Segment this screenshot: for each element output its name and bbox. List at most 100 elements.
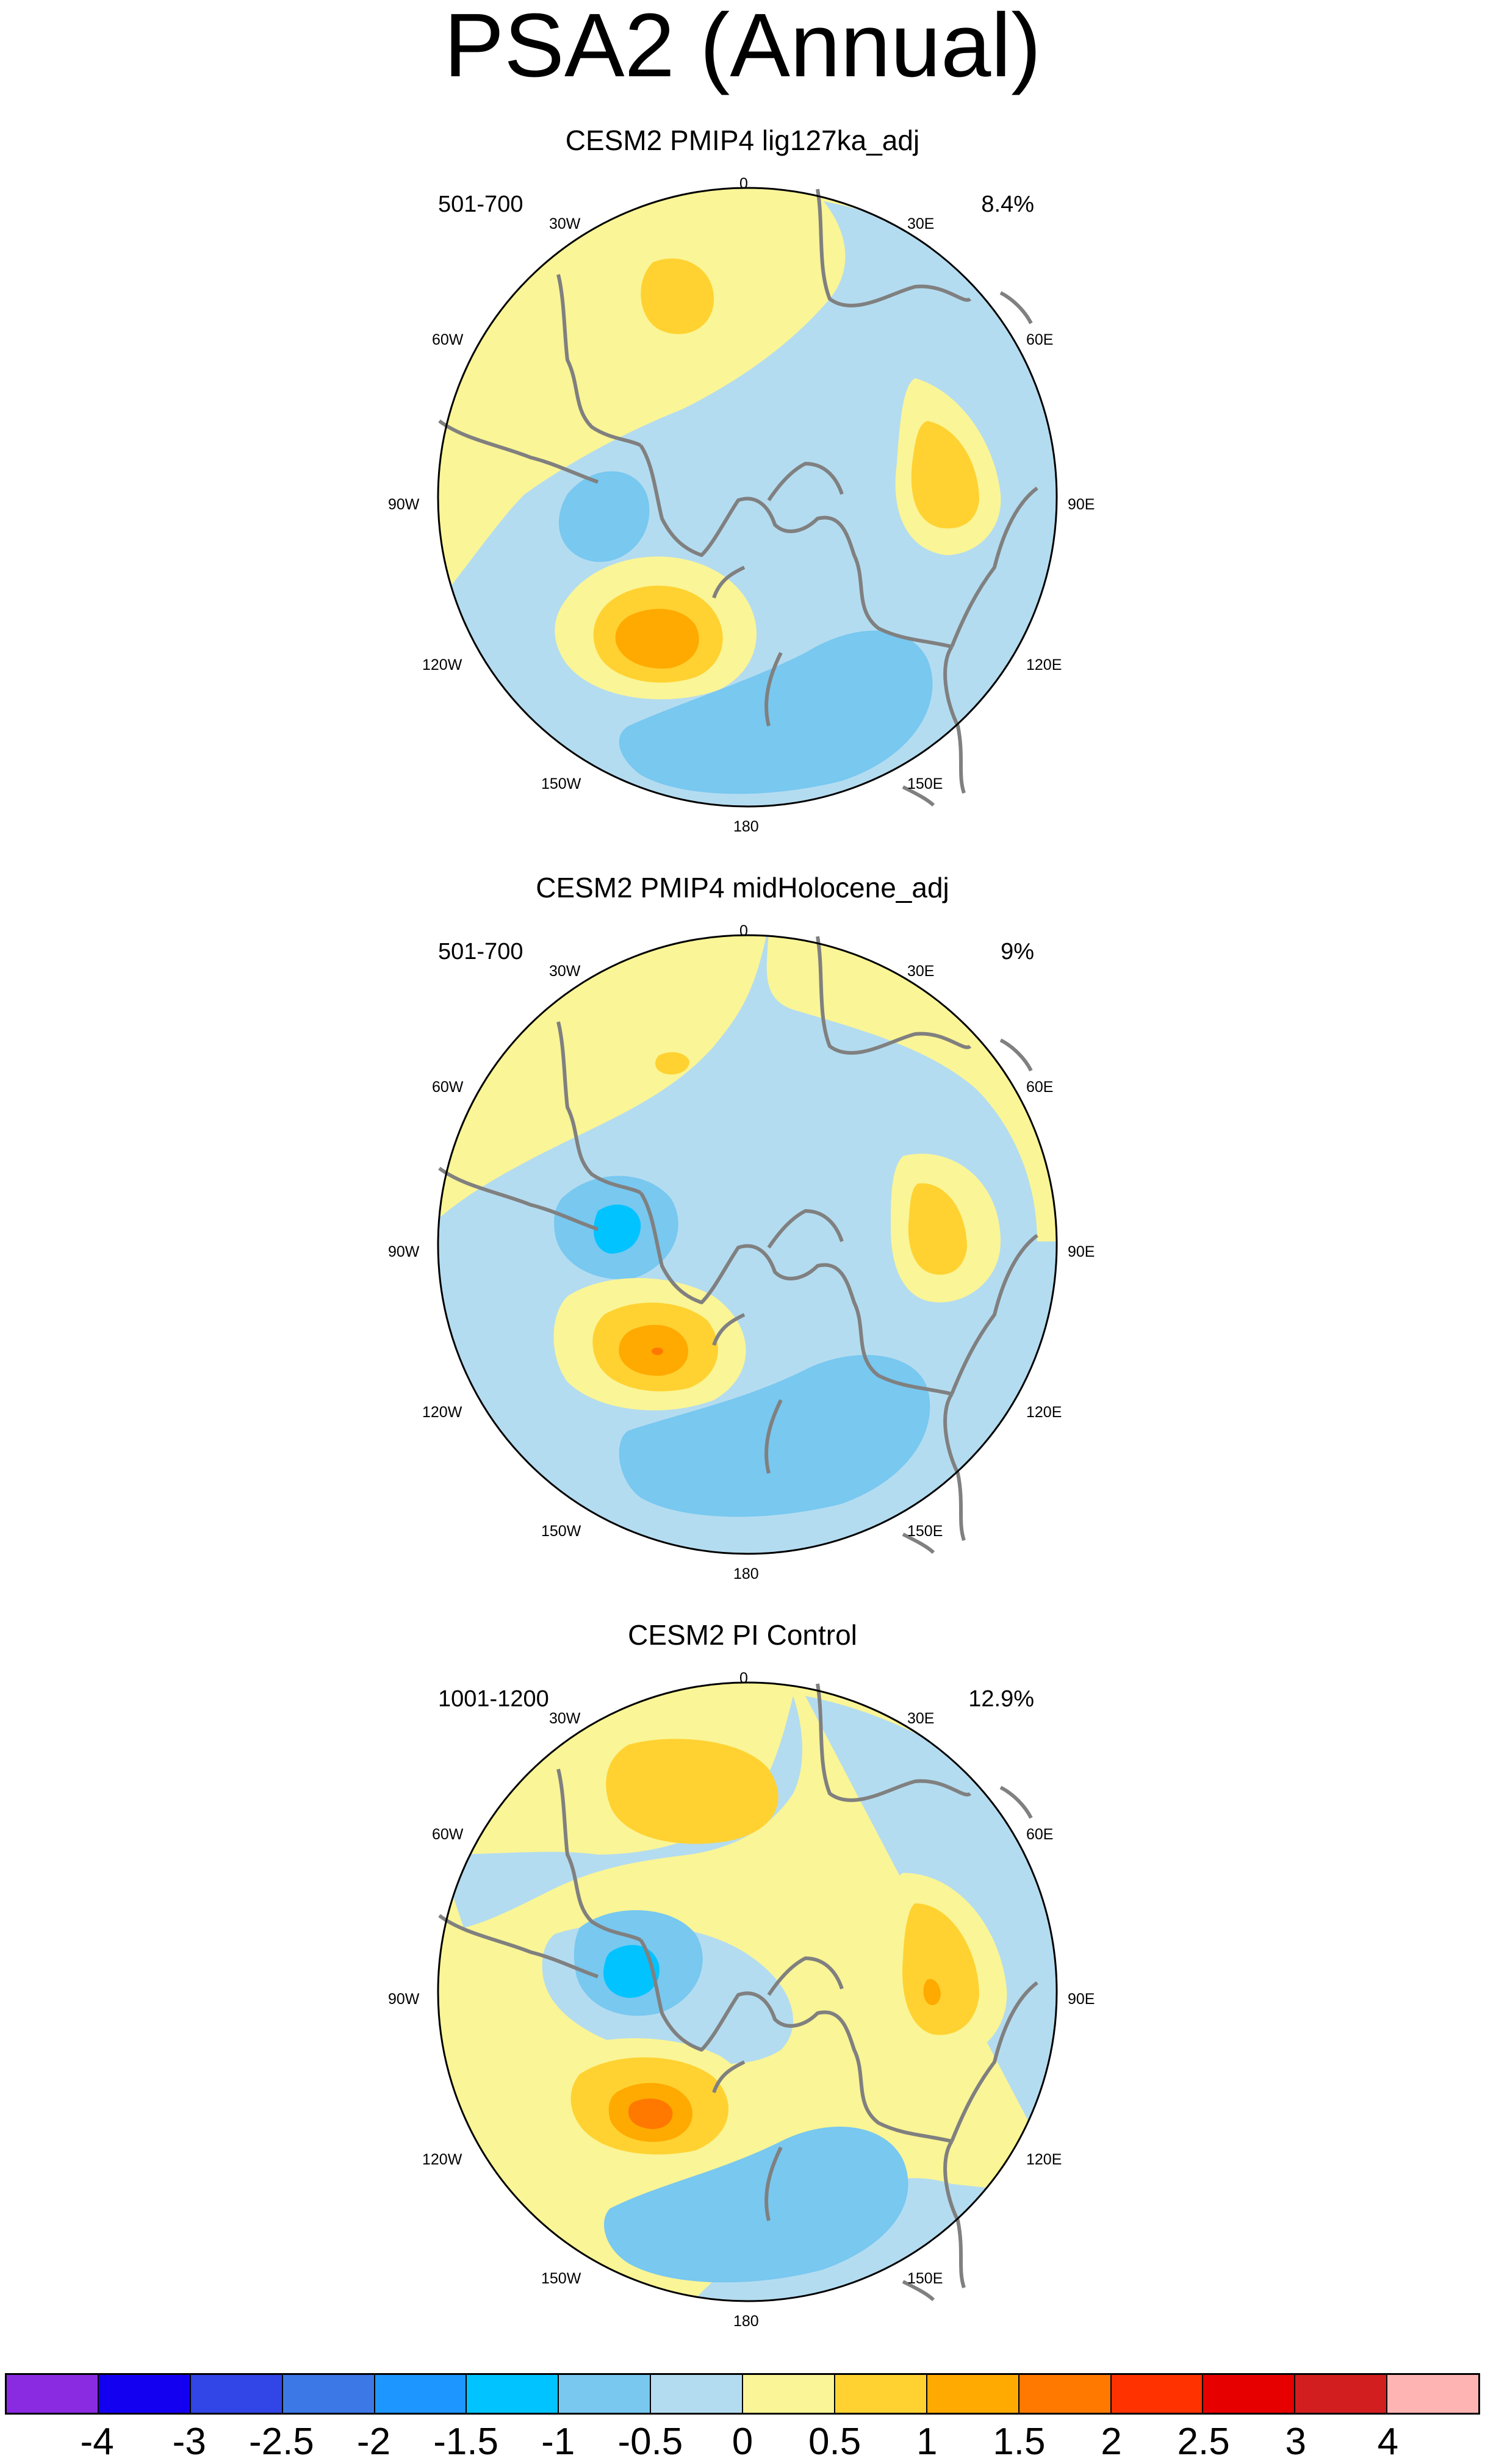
lon-label-30W: 30W — [549, 1710, 581, 1727]
colorbar-swatch — [927, 2375, 1019, 2413]
contour-region-pos3 — [615, 609, 699, 669]
lon-label-120E: 120E — [1026, 656, 1062, 673]
lon-label-150E: 150E — [907, 1523, 943, 1540]
polar-map — [437, 934, 1058, 1555]
contour-region-pos3 — [923, 1979, 941, 2005]
colorbar-swatch — [743, 2375, 835, 2413]
lon-label-90W: 90W — [388, 496, 420, 513]
lon-label-30E: 30E — [907, 215, 935, 232]
contour-region-pos4 — [628, 2099, 673, 2129]
panel-title: CESM2 PMIP4 lig127ka_adj — [565, 124, 920, 156]
colorbar-swatch — [190, 2375, 283, 2413]
colorbar — [5, 2373, 1480, 2415]
contour-region-pos2 — [606, 1739, 778, 1844]
colorbar-swatch — [375, 2375, 467, 2413]
lon-label-30W: 30W — [549, 215, 581, 232]
lon-label-60E: 60E — [1026, 1826, 1054, 1843]
lon-label-120E: 120E — [1026, 1404, 1062, 1421]
lon-label-120E: 120E — [1026, 2151, 1062, 2168]
contour-region-neg2 — [619, 1355, 930, 1517]
contour-region-neg2 — [604, 2127, 908, 2283]
colorbar-tick-label: 0.5 — [808, 2421, 861, 2463]
colorbar-tick-label: 2 — [1101, 2421, 1122, 2463]
colorbar-swatch — [282, 2375, 375, 2413]
lon-label-90E: 90E — [1068, 1991, 1095, 2008]
lon-label-30E: 30E — [907, 1710, 935, 1727]
contour-region-pos4 — [651, 1347, 663, 1356]
colorbar-swatch — [7, 2375, 99, 2413]
lon-label-90W: 90W — [388, 1991, 420, 2008]
map-panel-3: CESM2 PI Control 1001-1200 12.9% — [0, 1611, 1485, 2330]
variance-percent: 8.4% — [981, 192, 1034, 217]
colorbar-tick-label: -4 — [80, 2421, 114, 2463]
contour-region-neg2 — [558, 471, 650, 562]
period-label: 501-700 — [438, 192, 523, 217]
contour-region-pos2 — [908, 1183, 967, 1275]
contour-region-pos2 — [655, 1052, 689, 1075]
colorbar-tick-label: -1 — [541, 2421, 575, 2463]
colorbar-swatch — [1111, 2375, 1204, 2413]
variance-percent: 9% — [1001, 939, 1034, 964]
contour-region-neg1 — [439, 1696, 802, 1928]
lon-label-0: 0 — [739, 1670, 748, 1687]
contour-region-neg1 — [683, 1696, 1057, 2301]
lon-label-150W: 150W — [541, 775, 581, 792]
coastlines — [438, 936, 1038, 1554]
lon-label-0: 0 — [739, 175, 748, 192]
lon-label-150E: 150E — [907, 2270, 943, 2287]
colorbar-swatch — [1019, 2375, 1112, 2413]
map-panel-2: CESM2 PMIP4 midHolocene_adj 501-700 9% — [0, 863, 1485, 1582]
contour-region-pos2 — [902, 1903, 979, 2035]
lon-label-150W: 150W — [541, 2270, 581, 2287]
colorbar-tick-label: 3 — [1285, 2421, 1306, 2463]
lon-label-60W: 60W — [432, 331, 464, 348]
contour-region-pos1 — [438, 935, 1057, 1241]
variance-percent: 12.9% — [968, 1686, 1034, 1712]
lon-label-60E: 60E — [1026, 1079, 1054, 1096]
polar-map — [437, 187, 1058, 808]
lon-label-60E: 60E — [1026, 331, 1054, 348]
colorbar-tick-label: 1.5 — [993, 2421, 1046, 2463]
panel-title: CESM2 PMIP4 midHolocene_adj — [536, 872, 949, 903]
lon-label-30W: 30W — [549, 963, 581, 980]
lon-label-180: 180 — [733, 2313, 759, 2330]
coastlines — [438, 189, 1038, 807]
lon-label-0: 0 — [739, 922, 748, 939]
colorbar-tick-label: 0 — [732, 2421, 753, 2463]
lon-label-30E: 30E — [907, 963, 935, 980]
polar-map — [437, 1681, 1058, 2302]
colorbar-tick-label: 4 — [1377, 2421, 1399, 2463]
colorbar-swatch — [1387, 2375, 1478, 2413]
lon-label-60W: 60W — [432, 1079, 464, 1096]
colorbar-swatch — [1203, 2375, 1296, 2413]
lon-label-90W: 90W — [388, 1243, 420, 1260]
colorbar-swatch — [651, 2375, 743, 2413]
colorbar-tick-label: 1 — [916, 2421, 938, 2463]
panel-title: CESM2 PI Control — [628, 1619, 857, 1651]
lon-label-120W: 120W — [422, 2151, 462, 2168]
colorbar-tick-label: 2.5 — [1177, 2421, 1230, 2463]
lon-label-90E: 90E — [1068, 496, 1095, 513]
lon-label-120W: 120W — [422, 1404, 462, 1421]
contour-region-pos2 — [641, 258, 714, 334]
colorbar-tick-label: -0.5 — [617, 2421, 683, 2463]
lon-label-150W: 150W — [541, 1523, 581, 1540]
lon-label-180: 180 — [733, 818, 759, 835]
period-label: 1001-1200 — [438, 1686, 549, 1712]
colorbar-swatch — [467, 2375, 559, 2413]
colorbar-tick-label: -2 — [356, 2421, 391, 2463]
lon-label-90E: 90E — [1068, 1243, 1095, 1260]
colorbar-tick-label: -1.5 — [433, 2421, 499, 2463]
colorbar-swatch — [98, 2375, 191, 2413]
colorbar-tick-label: -2.5 — [248, 2421, 314, 2463]
lon-label-60W: 60W — [432, 1826, 464, 1843]
colorbar-swatch — [559, 2375, 652, 2413]
colorbar-swatch — [1295, 2375, 1388, 2413]
colorbar-swatch — [835, 2375, 927, 2413]
figure-title: PSA2 (Annual) — [444, 0, 1041, 96]
contour-region-neg3 — [603, 1945, 660, 1998]
lon-label-120W: 120W — [422, 656, 462, 673]
period-label: 501-700 — [438, 939, 523, 964]
map-panel-1: CESM2 PMIP4 lig127ka_adj 501-700 8.4% — [0, 116, 1485, 835]
colorbar-tick-label: -3 — [172, 2421, 206, 2463]
